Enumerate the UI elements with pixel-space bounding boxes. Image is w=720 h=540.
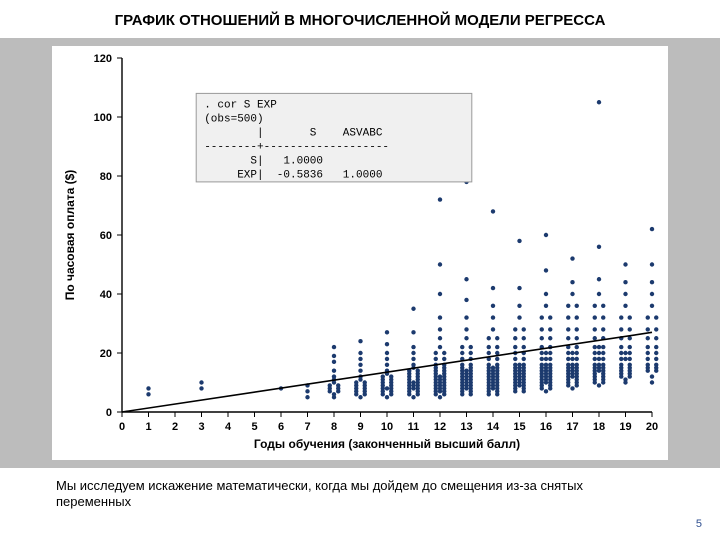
svg-text:EXP| -0.5836 1.0000: EXP| -0.5836 1.0000 <box>204 169 382 181</box>
svg-text:20: 20 <box>100 348 112 360</box>
svg-text:80: 80 <box>100 171 112 183</box>
svg-text:16: 16 <box>540 421 552 433</box>
svg-text:1: 1 <box>145 421 151 433</box>
svg-text:--------+-------------------: --------+------------------- <box>204 141 389 153</box>
svg-text:10: 10 <box>381 421 393 433</box>
scatter-chart: 0123456789101112131415161718192002040608… <box>52 46 668 460</box>
svg-text:3: 3 <box>198 421 204 433</box>
slide-title: ГРАФИК ОТНОШЕНИЙ В МНОГОЧИСЛЕННОЙ МОДЕЛИ… <box>0 12 720 29</box>
svg-text:| S ASVABC: | S ASVABC <box>204 127 383 139</box>
svg-text:0: 0 <box>106 407 112 419</box>
svg-text:. cor S EXP: . cor S EXP <box>204 99 277 111</box>
svg-text:0: 0 <box>119 421 125 433</box>
svg-text:19: 19 <box>619 421 631 433</box>
svg-text:60: 60 <box>100 230 112 242</box>
svg-text:17: 17 <box>566 421 578 433</box>
svg-text:По часовая оплата ($): По часовая оплата ($) <box>63 170 77 301</box>
svg-text:(obs=500): (obs=500) <box>204 113 263 125</box>
svg-text:100: 100 <box>94 112 112 124</box>
svg-text:15: 15 <box>513 421 525 433</box>
svg-text:4: 4 <box>225 421 232 433</box>
svg-text:S| 1.0000: S| 1.0000 <box>204 155 323 167</box>
svg-text:9: 9 <box>357 421 363 433</box>
svg-text:Годы обучения (законченный выс: Годы обучения (законченный высший балл) <box>254 437 520 451</box>
svg-text:6: 6 <box>278 421 284 433</box>
svg-text:40: 40 <box>100 289 112 301</box>
svg-text:18: 18 <box>593 421 605 433</box>
svg-text:8: 8 <box>331 421 337 433</box>
chart-container: 0123456789101112131415161718192002040608… <box>52 46 668 460</box>
page-number: 5 <box>696 518 702 530</box>
slide: ГРАФИК ОТНОШЕНИЙ В МНОГОЧИСЛЕННОЙ МОДЕЛИ… <box>0 0 720 540</box>
svg-text:13: 13 <box>460 421 472 433</box>
svg-text:14: 14 <box>487 421 500 433</box>
svg-text:2: 2 <box>172 421 178 433</box>
svg-text:12: 12 <box>434 421 446 433</box>
svg-text:120: 120 <box>94 53 112 65</box>
svg-text:20: 20 <box>646 421 658 433</box>
caption-text: Мы исследуем искажение математически, ко… <box>56 478 656 511</box>
svg-text:5: 5 <box>251 421 257 433</box>
svg-text:11: 11 <box>408 421 420 433</box>
svg-text:7: 7 <box>304 421 310 433</box>
